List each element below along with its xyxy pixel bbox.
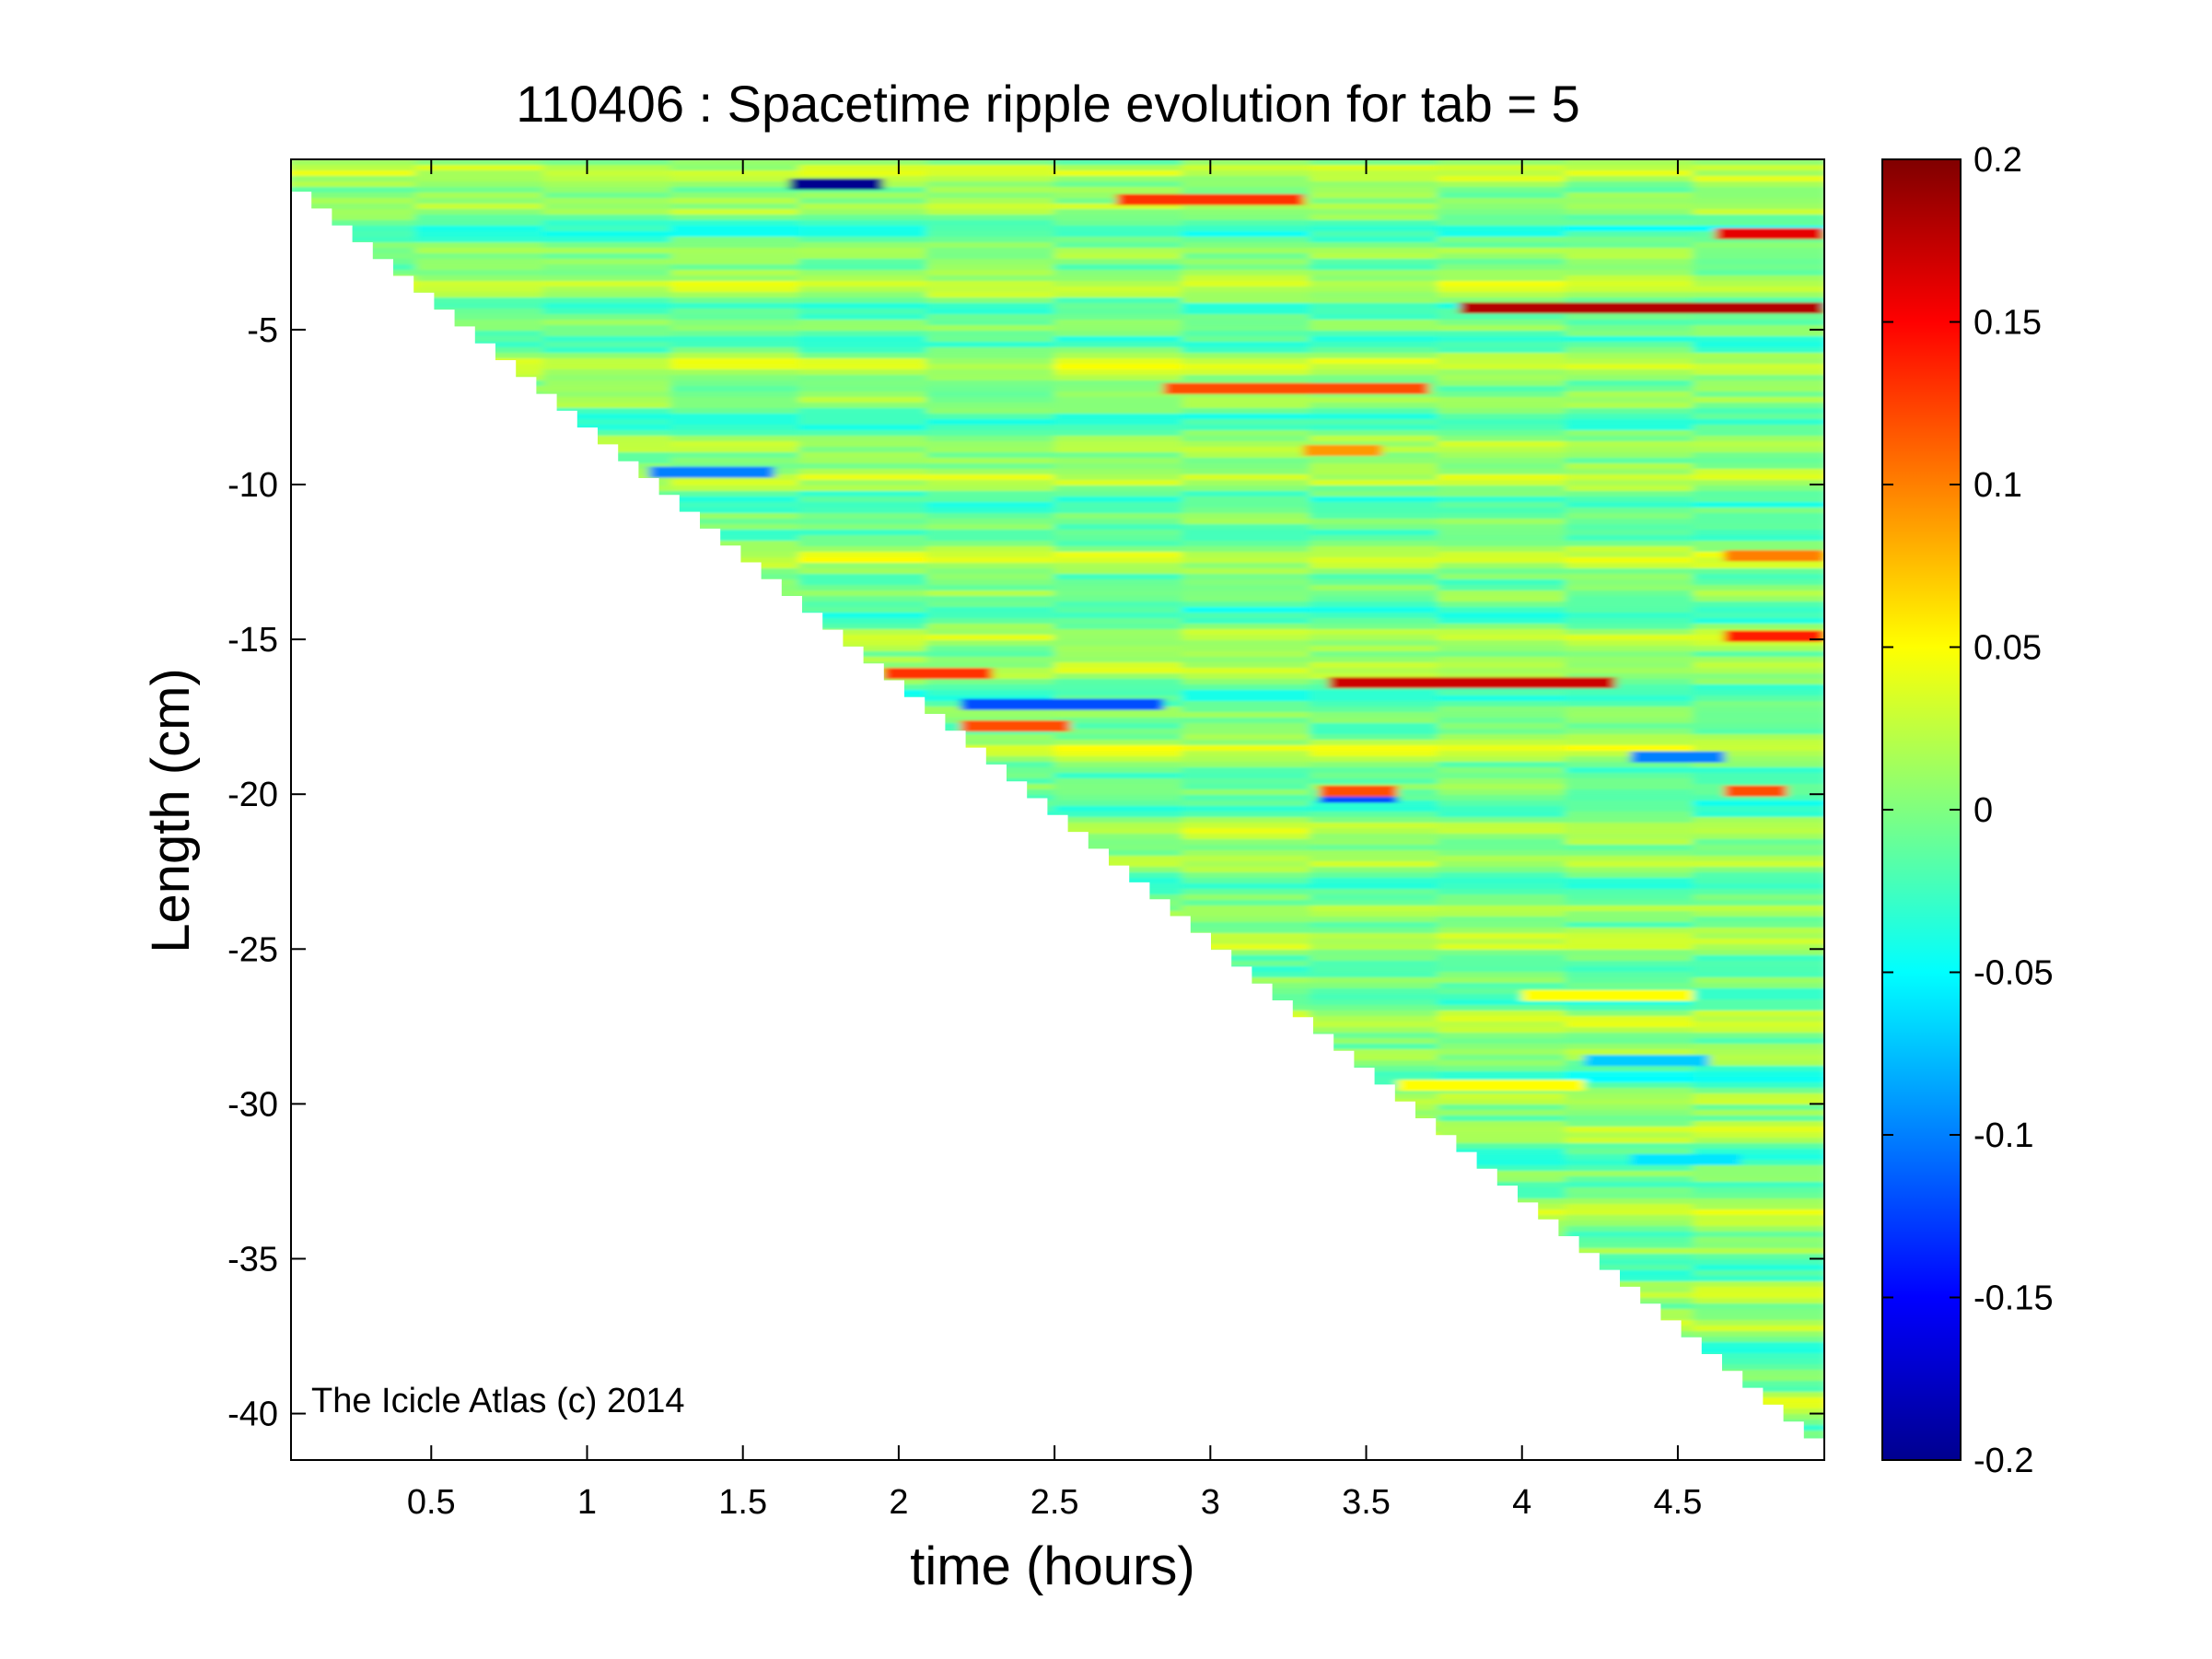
ripple-streak xyxy=(1397,1080,1585,1092)
ripple-streak xyxy=(1724,785,1787,797)
y-tick-label: -10 xyxy=(227,466,278,505)
colorbar-tick-label: -0.1 xyxy=(1973,1116,2033,1155)
ripple-streak xyxy=(1724,550,1824,562)
y-tick-label: -5 xyxy=(247,311,278,350)
colorbar: 0.2 0.15 0.1 0.05 0 -0.05 -0.1 -0.15 -0.2 xyxy=(1881,141,2054,1480)
ripple-streak xyxy=(1631,751,1725,763)
y-tick-label: -40 xyxy=(227,1396,278,1434)
ripple-streak xyxy=(1460,302,1824,314)
ripple-streak xyxy=(1116,193,1304,205)
ripple-streak xyxy=(1328,677,1616,689)
y-axis: -5 -10 -15 -20 -25 -30 -35 -40 xyxy=(227,311,1824,1434)
x-axis: 0.5 1 1.5 2 2.5 3 3.5 4 4.5 xyxy=(407,159,1702,1522)
x-tick-label: 1 xyxy=(577,1483,597,1522)
ripple-streak xyxy=(1521,989,1694,1001)
y-tick-label: -15 xyxy=(227,621,278,660)
x-tick-label: 3 xyxy=(1201,1483,1220,1522)
colorbar-tick-label: -0.05 xyxy=(1973,954,2054,993)
x-tick-label: 2 xyxy=(889,1483,908,1522)
y-tick-label: -30 xyxy=(227,1085,278,1124)
y-tick-label: -20 xyxy=(227,776,278,814)
chart-title: 110406 : Spacetime ripple evolution for … xyxy=(516,75,1580,133)
colorbar-tick-label: 0.15 xyxy=(1973,304,2042,343)
y-tick-label: -35 xyxy=(227,1240,278,1279)
ripple-streak xyxy=(960,720,1070,732)
colorbar-tick-label: 0.1 xyxy=(1973,466,2022,505)
ripple-streak xyxy=(960,698,1164,710)
colorbar-tick-label: -0.2 xyxy=(1973,1442,2033,1480)
colorbar-tick-label: 0 xyxy=(1973,791,1993,830)
colorbar-tick-label: 0.05 xyxy=(1973,629,2042,668)
x-tick-label: 1.5 xyxy=(718,1483,767,1522)
x-tick-label: 3.5 xyxy=(1342,1483,1391,1522)
y-tick-label: -25 xyxy=(227,930,278,969)
x-axis-label: time (hours) xyxy=(910,1536,1194,1596)
ripple-streak xyxy=(883,668,993,680)
ripple-streak xyxy=(1319,785,1398,797)
colorbar-gradient xyxy=(1881,158,1962,1461)
ripple-streak xyxy=(1715,228,1824,240)
ripple-streak xyxy=(1631,1153,1740,1165)
y-axis-label: Length (cm) xyxy=(141,668,201,952)
ripple-streak xyxy=(1303,445,1382,456)
x-tick-label: 0.5 xyxy=(407,1483,456,1522)
colorbar-tick-label: 0.2 xyxy=(1973,141,2022,180)
ripple-streak xyxy=(649,466,774,478)
ripple-streak xyxy=(789,178,883,190)
ripple-streak xyxy=(1584,1055,1709,1067)
ripple-streak xyxy=(1163,382,1429,394)
heatmap-data xyxy=(291,159,1824,1439)
plot-frame xyxy=(290,158,1825,1461)
ripple-streak xyxy=(1724,630,1824,642)
x-tick-label: 4.5 xyxy=(1654,1483,1703,1522)
x-tick-label: 4 xyxy=(1512,1483,1531,1522)
copyright-watermark: The Icicle Atlas (c) 2014 xyxy=(311,1382,685,1420)
colorbar-tick-label: -0.15 xyxy=(1973,1279,2054,1318)
x-tick-label: 2.5 xyxy=(1030,1483,1079,1522)
